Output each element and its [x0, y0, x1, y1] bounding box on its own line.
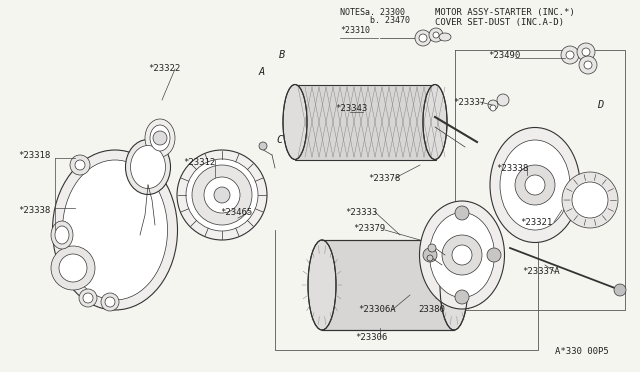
Text: *23490: *23490: [488, 51, 520, 60]
Circle shape: [204, 177, 240, 213]
Text: *23321: *23321: [520, 218, 552, 227]
Circle shape: [455, 290, 469, 304]
Circle shape: [423, 248, 437, 262]
Ellipse shape: [423, 84, 447, 160]
Circle shape: [83, 293, 93, 303]
Circle shape: [490, 105, 496, 111]
Circle shape: [562, 172, 618, 228]
Circle shape: [153, 131, 167, 145]
Circle shape: [488, 100, 498, 110]
Text: C: C: [277, 135, 283, 145]
Ellipse shape: [308, 240, 336, 330]
Circle shape: [427, 255, 433, 261]
Text: *23343: *23343: [335, 103, 367, 112]
Circle shape: [75, 160, 85, 170]
Ellipse shape: [490, 128, 580, 243]
Circle shape: [70, 155, 90, 175]
Circle shape: [497, 94, 509, 106]
Text: A: A: [259, 67, 265, 77]
Text: *23465: *23465: [220, 208, 252, 217]
Text: *23338: *23338: [496, 164, 528, 173]
Ellipse shape: [439, 33, 451, 41]
Bar: [322, 240, 454, 330]
Ellipse shape: [429, 212, 495, 298]
Bar: [295, 85, 436, 160]
Circle shape: [442, 235, 482, 275]
Text: *23333: *23333: [345, 208, 377, 217]
Text: *23306A: *23306A: [358, 305, 396, 314]
Text: b. 23470: b. 23470: [340, 16, 410, 25]
Ellipse shape: [51, 221, 73, 249]
Circle shape: [582, 48, 590, 56]
Ellipse shape: [63, 160, 168, 300]
Circle shape: [572, 182, 608, 218]
Circle shape: [105, 297, 115, 307]
Text: A*330 00P5: A*330 00P5: [555, 347, 609, 356]
Ellipse shape: [125, 140, 170, 195]
Circle shape: [579, 56, 597, 74]
Text: B: B: [279, 50, 285, 60]
Text: COVER SET-DUST (INC.A-D): COVER SET-DUST (INC.A-D): [435, 18, 564, 27]
Text: *23306: *23306: [355, 333, 387, 341]
Text: *23322: *23322: [148, 64, 180, 73]
Circle shape: [214, 187, 230, 203]
Circle shape: [455, 206, 469, 220]
Ellipse shape: [283, 84, 307, 160]
Text: *23378: *23378: [368, 173, 400, 183]
Text: D: D: [597, 100, 603, 110]
Text: 23380: 23380: [418, 305, 445, 314]
Ellipse shape: [419, 201, 504, 309]
Text: *23337: *23337: [453, 97, 485, 106]
Circle shape: [79, 289, 97, 307]
Ellipse shape: [500, 140, 570, 230]
Ellipse shape: [186, 159, 258, 231]
Circle shape: [525, 175, 545, 195]
Ellipse shape: [177, 150, 267, 240]
Ellipse shape: [52, 150, 177, 310]
Ellipse shape: [55, 226, 69, 244]
Circle shape: [59, 254, 87, 282]
Ellipse shape: [145, 119, 175, 157]
Circle shape: [452, 245, 472, 265]
Text: *23379: *23379: [353, 224, 385, 232]
Text: *23310: *23310: [340, 26, 370, 35]
Circle shape: [515, 165, 555, 205]
Circle shape: [429, 28, 443, 42]
Circle shape: [428, 244, 436, 252]
Circle shape: [566, 51, 574, 59]
Circle shape: [101, 293, 119, 311]
Circle shape: [433, 32, 439, 38]
Circle shape: [259, 142, 267, 150]
Circle shape: [192, 165, 252, 225]
Text: *23312: *23312: [183, 157, 215, 167]
Ellipse shape: [150, 125, 170, 151]
Circle shape: [561, 46, 579, 64]
Circle shape: [584, 61, 592, 69]
Circle shape: [51, 246, 95, 290]
Text: MOTOR ASSY-STARTER (INC.*): MOTOR ASSY-STARTER (INC.*): [435, 8, 575, 17]
Ellipse shape: [440, 240, 468, 330]
Circle shape: [577, 43, 595, 61]
Circle shape: [487, 248, 501, 262]
Ellipse shape: [131, 145, 166, 189]
Text: *23318: *23318: [18, 151, 51, 160]
Circle shape: [415, 30, 431, 46]
Circle shape: [419, 34, 427, 42]
Circle shape: [614, 284, 626, 296]
Text: *23337A: *23337A: [522, 267, 559, 276]
Text: *23338: *23338: [18, 205, 51, 215]
Text: NOTESa. 23300: NOTESa. 23300: [340, 8, 405, 17]
